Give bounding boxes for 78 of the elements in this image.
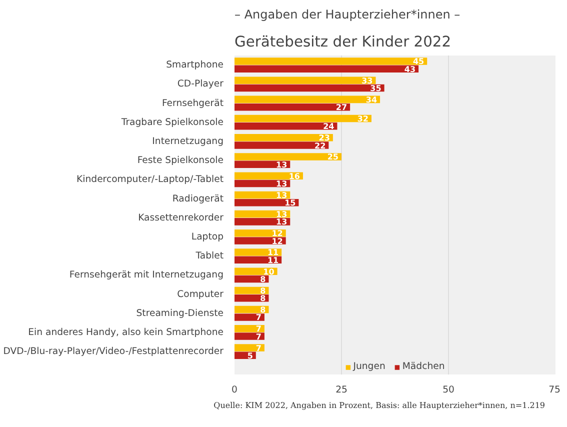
bar bbox=[234, 172, 303, 180]
y-tick-label: Radiogerät bbox=[172, 193, 224, 204]
y-tick-label: Fernsehgerät mit Internetzugang bbox=[69, 270, 224, 281]
bar bbox=[234, 230, 286, 237]
data-label: 7 bbox=[256, 332, 262, 342]
bar bbox=[234, 344, 264, 352]
y-tick-label: Kindercomputer/-Laptop/-Tablet bbox=[76, 174, 224, 186]
data-label: 35 bbox=[370, 84, 382, 93]
legend-label: Mädchen bbox=[402, 361, 445, 372]
y-tick-label: Internetzugang bbox=[152, 136, 224, 147]
y-tick-label: Computer bbox=[177, 288, 224, 300]
bar bbox=[234, 84, 384, 92]
y-tick-label: Ein anderes Handy, also kein Smartphone bbox=[28, 326, 224, 338]
data-label: 13 bbox=[276, 160, 288, 170]
bar bbox=[234, 218, 290, 226]
bar bbox=[234, 103, 350, 111]
data-label: 8 bbox=[260, 294, 266, 304]
data-label: 34 bbox=[366, 95, 378, 104]
bar bbox=[234, 142, 329, 149]
bar bbox=[234, 122, 338, 130]
bar bbox=[234, 96, 380, 104]
x-tick-label: 25 bbox=[336, 384, 348, 396]
data-label: 25 bbox=[327, 152, 339, 162]
data-label: 13 bbox=[276, 210, 288, 220]
y-tick-label: Streaming-Dienste bbox=[136, 308, 224, 319]
data-label: 27 bbox=[336, 103, 348, 112]
bar bbox=[234, 134, 333, 142]
data-label: 12 bbox=[272, 236, 283, 246]
bar bbox=[234, 332, 264, 340]
y-tick-label: CD-Player bbox=[177, 78, 224, 90]
x-tick-label: 50 bbox=[442, 384, 454, 396]
data-label: 13 bbox=[276, 179, 288, 188]
y-tick-label: Fernsehgerät bbox=[162, 98, 224, 109]
data-label: 13 bbox=[276, 190, 288, 200]
data-label: 23 bbox=[318, 134, 330, 143]
data-label: 11 bbox=[267, 256, 280, 265]
bar bbox=[234, 237, 286, 244]
y-tick-label: DVD-/Blu-ray-Player/Video-/Festplattenrecorder bbox=[3, 346, 224, 358]
data-label: 45 bbox=[412, 57, 425, 66]
bar bbox=[234, 268, 278, 275]
data-label: 5 bbox=[247, 351, 254, 360]
bar bbox=[234, 314, 264, 321]
bar bbox=[234, 325, 264, 332]
data-label: 32 bbox=[357, 114, 368, 124]
bar bbox=[234, 65, 419, 72]
data-label: 7 bbox=[256, 324, 262, 334]
data-label: 15 bbox=[284, 198, 296, 208]
x-tick-label: 0 bbox=[232, 384, 238, 396]
data-label: 13 bbox=[276, 218, 288, 227]
bar bbox=[234, 153, 342, 160]
data-label: 7 bbox=[256, 313, 262, 322]
y-tick-label: Tragbare Spielkonsole bbox=[120, 116, 224, 128]
data-label: 16 bbox=[288, 172, 300, 181]
x-tick-label: 75 bbox=[548, 384, 561, 396]
y-tick-label: Smartphone bbox=[166, 60, 224, 71]
y-tick-label: Feste Spielkonsole bbox=[137, 155, 224, 166]
legend-label: Jungen bbox=[353, 361, 386, 372]
data-label: 11 bbox=[267, 248, 280, 258]
y-tick-label: Tablet bbox=[194, 250, 224, 262]
bar bbox=[234, 248, 282, 256]
bar bbox=[234, 114, 372, 122]
y-tick-label: Laptop bbox=[191, 231, 224, 242]
data-label: 43 bbox=[404, 64, 416, 74]
data-label: 10 bbox=[263, 267, 275, 276]
data-label: 8 bbox=[260, 306, 266, 315]
data-label: 12 bbox=[272, 229, 283, 238]
data-label: 22 bbox=[314, 141, 326, 150]
data-label: 8 bbox=[260, 286, 266, 296]
data-label: 7 bbox=[256, 344, 262, 353]
data-label: 33 bbox=[362, 76, 373, 86]
data-label: 8 bbox=[260, 274, 266, 284]
bar bbox=[234, 58, 428, 65]
chart-subtitle: – Angaben der Haupterzieher*innen – bbox=[234, 8, 460, 22]
chart-title: Gerätebesitz der Kinder 2022 bbox=[234, 34, 452, 50]
y-tick-label: Kassettenrekorder bbox=[138, 212, 224, 224]
data-label: 24 bbox=[323, 122, 335, 132]
source-note: Quelle: KIM 2022, Angaben in Prozent, Basis: alle Haupterzieher*innen, n=1.219 bbox=[214, 400, 545, 412]
bar bbox=[234, 76, 376, 84]
